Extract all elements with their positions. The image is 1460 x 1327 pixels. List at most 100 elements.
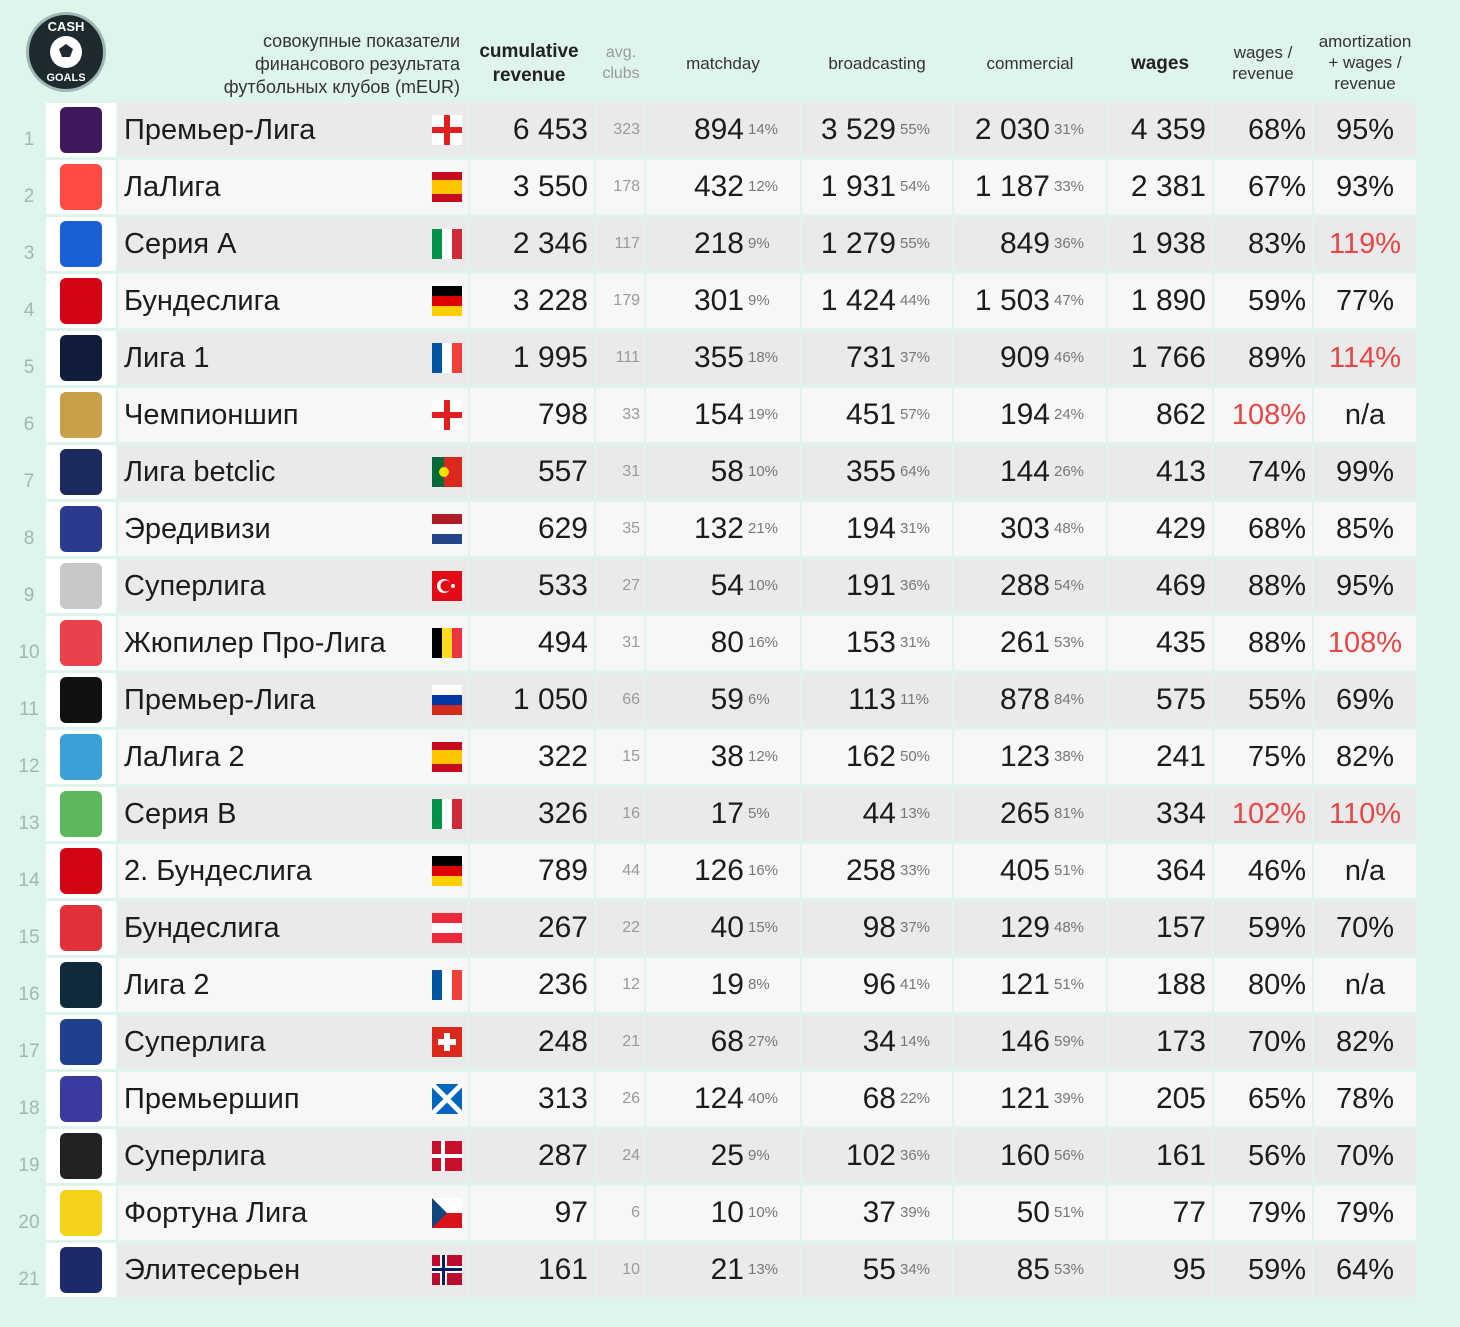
broadcasting-value: 191 bbox=[845, 569, 896, 602]
row-rank: 18 bbox=[18, 1098, 40, 1119]
league-logo-icon bbox=[60, 1247, 102, 1293]
league-logo bbox=[46, 502, 116, 556]
header-avg-clubs: avg. clubs bbox=[602, 44, 640, 82]
commercial-cell: 303 48% bbox=[954, 502, 1106, 556]
matchday-cell: 58 10% bbox=[646, 445, 800, 499]
matchday-pct: 27% bbox=[748, 1033, 779, 1050]
country-flag bbox=[424, 958, 468, 1012]
belgium-flag-icon bbox=[432, 628, 462, 658]
wages: 2 381 bbox=[1108, 160, 1212, 214]
cumulative-revenue: 248 bbox=[470, 1015, 594, 1069]
broadcasting-cell: 102 36% bbox=[802, 1129, 952, 1183]
wages: 334 bbox=[1108, 787, 1212, 841]
league-name: Суперлига bbox=[118, 1129, 424, 1183]
league-logo-icon bbox=[60, 734, 102, 780]
italy-flag-icon bbox=[432, 229, 462, 259]
broadcasting-cell: 191 36% bbox=[802, 559, 952, 613]
broadcasting-cell: 3 529 55% bbox=[802, 103, 952, 157]
matchday-value: 301 bbox=[693, 284, 744, 317]
broadcasting-value: 1 424 bbox=[820, 284, 896, 317]
broadcasting-pct: 33% bbox=[900, 862, 931, 879]
germany-flag-icon bbox=[432, 286, 462, 316]
league-logo-icon bbox=[60, 563, 102, 609]
commercial-value: 50 bbox=[1016, 1196, 1050, 1229]
commercial-value: 144 bbox=[999, 455, 1050, 488]
amortization-ratio: 64% bbox=[1314, 1243, 1416, 1297]
commercial-pct: 56% bbox=[1054, 1147, 1085, 1164]
broadcasting-pct: 37% bbox=[900, 349, 931, 366]
broadcasting-pct: 55% bbox=[900, 235, 931, 252]
header-amortization: amortization + wages / revenue bbox=[1318, 32, 1412, 93]
cumulative-revenue: 2 346 bbox=[470, 217, 594, 271]
broadcasting-pct: 44% bbox=[900, 292, 931, 309]
country-flag bbox=[424, 217, 468, 271]
commercial-cell: 160 56% bbox=[954, 1129, 1106, 1183]
commercial-value: 303 bbox=[999, 512, 1050, 545]
commercial-value: 265 bbox=[999, 797, 1050, 830]
scotland-flag-icon bbox=[432, 1084, 462, 1114]
league-name: Серия А bbox=[118, 217, 424, 271]
amortization-ratio: 93% bbox=[1314, 160, 1416, 214]
matchday-cell: 218 9% bbox=[646, 217, 800, 271]
league-logo bbox=[46, 388, 116, 442]
commercial-value: 909 bbox=[999, 341, 1050, 374]
broadcasting-value: 162 bbox=[845, 740, 896, 773]
matchday-pct: 12% bbox=[748, 748, 779, 765]
header-wages-revenue: wages / revenue bbox=[1232, 43, 1294, 83]
broadcasting-cell: 1 931 54% bbox=[802, 160, 952, 214]
commercial-value: 160 bbox=[999, 1139, 1050, 1172]
spain-flag-icon bbox=[432, 172, 462, 202]
matchday-pct: 9% bbox=[748, 235, 770, 252]
league-name: Эредивизи bbox=[118, 502, 424, 556]
commercial-pct: 48% bbox=[1054, 520, 1085, 537]
matchday-cell: 301 9% bbox=[646, 274, 800, 328]
avg-clubs: 323 bbox=[596, 103, 644, 157]
broadcasting-pct: 50% bbox=[900, 748, 931, 765]
country-flag bbox=[424, 559, 468, 613]
wages-revenue-ratio: 46% bbox=[1214, 844, 1312, 898]
matchday-value: 19 bbox=[710, 968, 744, 1001]
table-row: 13 Серия В 326 16 17 5% 44 13% 265 81% 334 102% 110% bbox=[18, 787, 1416, 844]
broadcasting-cell: 258 33% bbox=[802, 844, 952, 898]
cumulative-revenue: 313 bbox=[470, 1072, 594, 1126]
russia-flag-icon bbox=[432, 685, 462, 715]
league-logo bbox=[46, 844, 116, 898]
commercial-value: 121 bbox=[999, 968, 1050, 1001]
matchday-pct: 21% bbox=[748, 520, 779, 537]
turkey-flag-icon bbox=[432, 571, 462, 601]
amortization-ratio: n/a bbox=[1314, 844, 1416, 898]
broadcasting-cell: 162 50% bbox=[802, 730, 952, 784]
matchday-cell: 25 9% bbox=[646, 1129, 800, 1183]
broadcasting-value: 1 931 bbox=[820, 170, 896, 203]
league-logo bbox=[46, 1072, 116, 1126]
matchday-value: 17 bbox=[710, 797, 744, 830]
matchday-value: 58 bbox=[710, 455, 744, 488]
wages-revenue-ratio: 55% bbox=[1214, 673, 1312, 727]
matchday-value: 68 bbox=[710, 1025, 744, 1058]
wages: 469 bbox=[1108, 559, 1212, 613]
country-flag bbox=[424, 1072, 468, 1126]
broadcasting-value: 98 bbox=[862, 911, 896, 944]
table-row: 4 Бундеслига 3 228 179 301 9% 1 424 44% 1 503 47%… bbox=[24, 274, 1416, 331]
broadcasting-value: 96 bbox=[862, 968, 896, 1001]
league-name: 2. Бундеслига bbox=[118, 844, 424, 898]
matchday-value: 355 bbox=[693, 341, 744, 374]
amortization-ratio: 82% bbox=[1314, 1015, 1416, 1069]
wages: 575 bbox=[1108, 673, 1212, 727]
header-matchday: matchday bbox=[686, 54, 760, 73]
country-flag bbox=[424, 388, 468, 442]
commercial-cell: 288 54% bbox=[954, 559, 1106, 613]
avg-clubs: 12 bbox=[596, 958, 644, 1012]
row-rank: 20 bbox=[18, 1212, 40, 1233]
commercial-value: 121 bbox=[999, 1082, 1050, 1115]
country-flag bbox=[424, 331, 468, 385]
league-name: Лига 2 bbox=[118, 958, 424, 1012]
matchday-value: 59 bbox=[710, 683, 744, 716]
commercial-cell: 144 26% bbox=[954, 445, 1106, 499]
broadcasting-pct: 34% bbox=[900, 1261, 931, 1278]
wages: 862 bbox=[1108, 388, 1212, 442]
portugal-flag-icon bbox=[432, 457, 462, 487]
table-row: 1 Премьер-Лига 6 453 323 894 14% 3 529 55% 2 030… bbox=[24, 103, 1416, 160]
table-row: 7 Лига betclic 557 31 58 10% 355 64% 144 26% 413 74… bbox=[24, 445, 1416, 502]
league-finance-table: 1 Премьер-Лига 6 453 323 894 14% 3 529 55% 2 030… bbox=[18, 103, 1416, 1300]
